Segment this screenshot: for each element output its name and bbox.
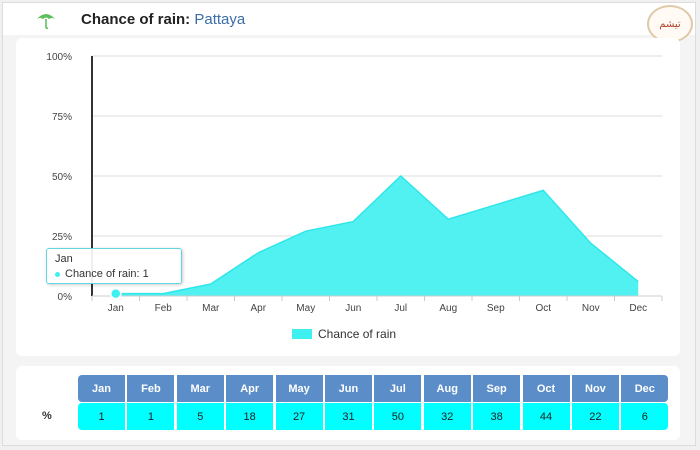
page-title: Chance of rain: Pattaya	[81, 11, 245, 28]
table-header-cell: Dec	[621, 375, 669, 402]
tooltip-dot	[55, 271, 60, 277]
table-row-label: %	[42, 410, 52, 422]
x-tick-label: Aug	[439, 303, 457, 314]
chart-legend[interactable]: Chance of rain	[292, 327, 396, 341]
umbrella-icon	[37, 14, 55, 29]
table-header-cell: Jun	[324, 375, 372, 402]
table-value-row: 1 1 5 18 27 31 50 32 38 44 22 6	[78, 403, 669, 430]
x-tick-label: Jan	[108, 303, 124, 314]
series-area	[115, 176, 639, 296]
table-header-cell: May	[275, 375, 323, 402]
table-value-cell: 6	[621, 403, 669, 430]
table-header-cell: Apr	[226, 375, 274, 402]
table-value-cell: 50	[374, 403, 422, 430]
table-header-cell: Aug	[423, 375, 471, 402]
table-value-cell: 31	[324, 403, 372, 430]
table-value-cell: 1	[78, 403, 125, 430]
x-tick-label: Dec	[629, 303, 647, 314]
x-tick-label: Mar	[202, 303, 220, 314]
x-tick-label: Nov	[582, 303, 600, 314]
y-tick-label: 25%	[52, 232, 72, 243]
table-value-cell: 1	[127, 403, 175, 430]
x-tick-label: May	[296, 303, 315, 314]
series-line	[115, 174, 639, 295]
x-tick-label: Feb	[155, 303, 173, 314]
data-point-highlight	[110, 287, 122, 300]
table-header-cell: Jan	[78, 375, 125, 402]
x-tick-label: Jun	[345, 303, 361, 314]
header: Chance of rain: Pattaya	[3, 3, 695, 35]
table-value-cell: 44	[522, 403, 570, 430]
x-tick-label: Apr	[250, 303, 266, 314]
y-tick-label: 75%	[52, 112, 72, 123]
table-header-row: Jan Feb Mar Apr May Jun Jul Aug Sep Oct Nov Dec	[78, 375, 669, 402]
table-value-cell: 38	[473, 403, 521, 430]
legend-swatch	[292, 329, 312, 339]
table-header-cell: Jul	[374, 375, 422, 402]
table-value-cell: 5	[176, 403, 224, 430]
x-tick-label: Oct	[535, 303, 551, 314]
legend-label: Chance of rain	[318, 327, 397, 341]
table-header-cell: Mar	[176, 375, 224, 402]
table-value-cell: 22	[571, 403, 619, 430]
chart-panel	[16, 38, 680, 356]
y-tick-label: 50%	[52, 172, 72, 183]
x-tick-label: Jul	[394, 303, 407, 314]
table-header-cell: Nov	[571, 375, 619, 402]
y-tick-label: 0%	[58, 292, 73, 303]
logo-text: تيشم	[659, 18, 681, 30]
table-header-cell: Feb	[127, 375, 175, 402]
tooltip-text: Chance of rain: 1	[65, 268, 149, 280]
city-name: Pattaya	[194, 11, 246, 28]
table-value-cell: 27	[275, 403, 323, 430]
x-tick-label: Sep	[487, 303, 505, 314]
table-value-cell: 18	[226, 403, 274, 430]
table-header-cell: Oct	[522, 375, 570, 402]
title-label: Chance of rain:	[81, 11, 191, 28]
chart-tooltip: Jan Chance of rain: 1	[46, 248, 182, 284]
table-header-cell: Sep	[473, 375, 521, 402]
table-value-cell: 32	[423, 403, 471, 430]
y-tick-label: 100%	[46, 52, 72, 63]
tooltip-month: Jan	[55, 253, 73, 265]
